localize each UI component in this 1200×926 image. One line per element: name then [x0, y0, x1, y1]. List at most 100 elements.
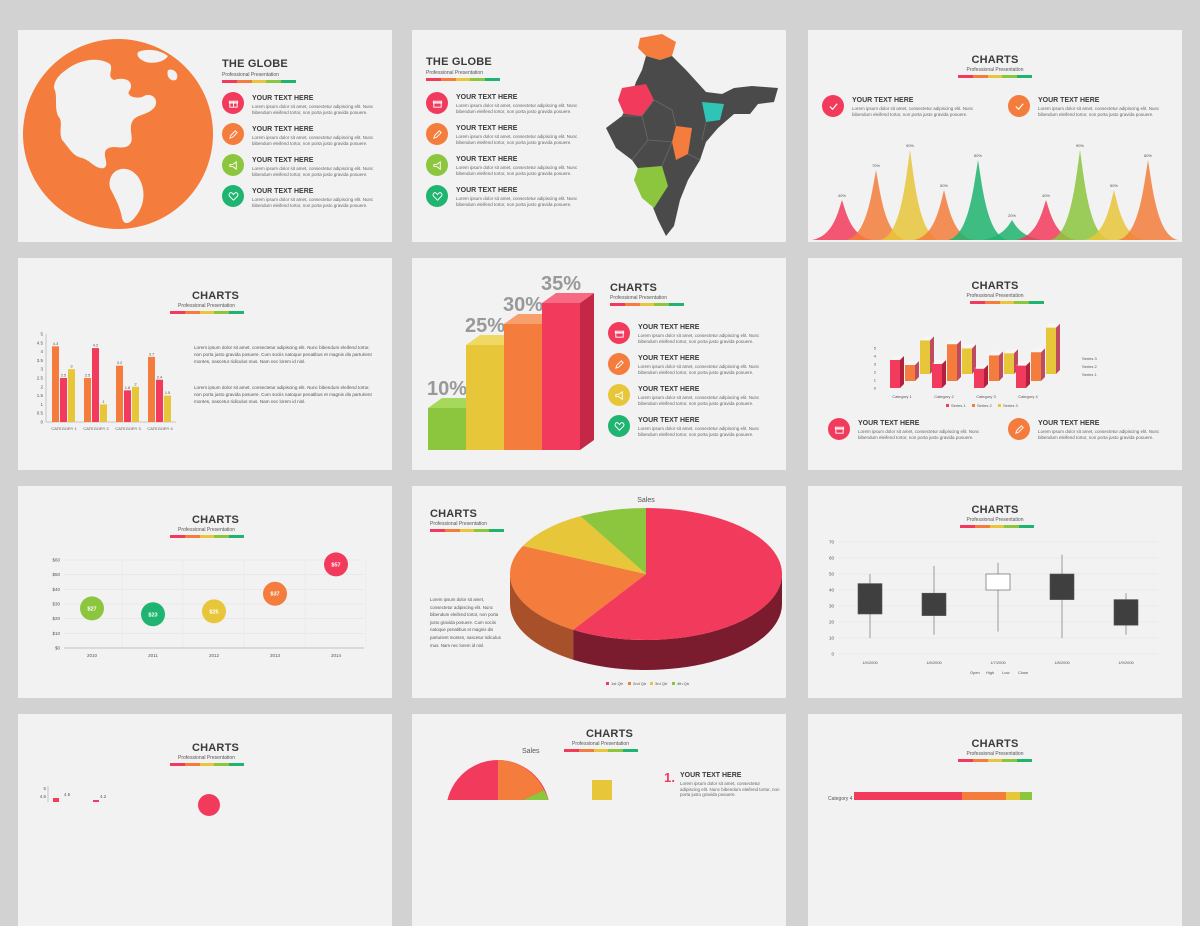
- x-tick: CATEGORY 2: [83, 426, 109, 431]
- step-label: 10%: [427, 378, 467, 400]
- slide-title: CHARTS: [192, 290, 240, 302]
- step-label: 30%: [503, 294, 543, 316]
- legend-swatch: [650, 682, 653, 685]
- megaphone-icon: [426, 154, 448, 176]
- slide-globe-world[interactable]: THE GLOBE Professional Presentation YOUR…: [18, 30, 392, 242]
- pencil-icon: [608, 353, 630, 375]
- candle: [985, 573, 1011, 591]
- color-strip: [426, 78, 500, 81]
- bar-label: 4.5: [64, 792, 71, 797]
- y-tick: 0: [874, 386, 877, 391]
- slide-title: CHARTS: [971, 280, 1019, 292]
- bar-label: 2.5: [85, 373, 91, 378]
- bar-label: 2.4: [157, 374, 163, 379]
- bar-top: [1016, 361, 1030, 366]
- item-title: YOUR TEXT HERE: [858, 420, 920, 427]
- slide-charts-partial-1[interactable]: CHARTS Professional Presentation 5 4.5 4…: [18, 714, 392, 926]
- bar-label: 3.7: [149, 351, 155, 356]
- slide-subtitle: Professional Presentation: [610, 295, 667, 301]
- slide-subtitle: Professional Presentation: [178, 755, 235, 761]
- slide-charts-steps[interactable]: 10% 25% 30% 35% CHARTS Professional Present…: [412, 258, 786, 470]
- peak-label: 20%: [1008, 213, 1016, 218]
- peak-label: 90%: [906, 143, 914, 148]
- gift-icon: [198, 794, 220, 816]
- chart-title: Sales: [522, 748, 540, 755]
- peak: [914, 190, 974, 240]
- check-icon: [822, 95, 844, 117]
- slide-charts-bars[interactable]: CHARTS Professional Presentation 5 4.5 4 3.…: [18, 258, 392, 470]
- bar-side: [1026, 361, 1030, 388]
- slide-subtitle: Professional Presentation: [966, 67, 1024, 73]
- color-strip: [170, 763, 244, 766]
- hbar: [854, 792, 1018, 800]
- slide-charts-bubbles[interactable]: CHARTS Professional Presentation $60 $50 $…: [18, 486, 392, 698]
- y-tick: 40: [829, 588, 835, 593]
- item-title: YOUR TEXT HERE: [456, 125, 518, 132]
- slide-charts-partial-2[interactable]: CHARTS Professional Presentation Sales 1…: [412, 714, 786, 926]
- item-body: Lorem ipsum dolor sit amet, consectetur …: [252, 104, 374, 115]
- step-front: [466, 345, 504, 450]
- pie-wall: [510, 574, 574, 660]
- list-number: 1.: [664, 770, 676, 785]
- peak-label: 70%: [872, 163, 880, 168]
- item-title: YOUR TEXT HERE: [638, 386, 700, 393]
- slide-charts-3d[interactable]: CHARTS Professional Presentation 5 4 3 2 1 0 C…: [808, 258, 1182, 470]
- bar-label: 1.8: [125, 385, 131, 390]
- y-tick: 0: [831, 652, 834, 657]
- bar-top: [1004, 349, 1018, 354]
- bar: [84, 378, 91, 422]
- bar-side: [999, 351, 1003, 381]
- slide-globe-map[interactable]: THE GLOBE Professional Presentation YOUR…: [412, 30, 786, 242]
- bar-label: 4.2: [93, 343, 99, 348]
- peak: [1118, 160, 1178, 240]
- bar: [93, 800, 99, 802]
- item-title: YOUR TEXT HERE: [252, 188, 314, 195]
- item-title: YOUR TEXT HERE: [252, 126, 314, 133]
- item-title: YOUR TEXT HERE: [456, 94, 518, 101]
- peak: [846, 170, 906, 240]
- x-tick: CATEGORY 1: [51, 426, 77, 431]
- slide-subtitle: Professional Presentation: [222, 72, 279, 78]
- slide-charts-peaks[interactable]: CHARTS Professional Presentation YOUR TE…: [808, 30, 1182, 242]
- pencil-icon: [222, 123, 244, 145]
- bar-label: 2: [134, 381, 137, 386]
- bar: [1046, 327, 1056, 374]
- step-bar-chart: 10% 25%30%35%: [427, 273, 594, 450]
- y-tick: 60: [829, 556, 835, 561]
- bar-side: [984, 364, 988, 388]
- x-tick: Category 2: [934, 394, 954, 399]
- slide-charts-partial-3[interactable]: CHARTS Professional Presentation Categor…: [808, 714, 1182, 926]
- slide-subtitle: Professional Presentation: [426, 70, 483, 76]
- y-tick: 0: [40, 420, 43, 425]
- heart-icon: [222, 185, 244, 207]
- world-globe-graphic: [23, 39, 213, 229]
- color-strip: [170, 535, 244, 538]
- legend-swatch: [672, 682, 675, 685]
- item-title: YOUR TEXT HERE: [638, 355, 700, 362]
- color-strip: [970, 301, 1044, 304]
- legend-label: High: [986, 670, 994, 675]
- hbar: [962, 792, 1006, 800]
- heart-icon: [608, 415, 630, 437]
- bar-top: [989, 351, 1003, 356]
- gift-icon: [828, 418, 850, 440]
- body-paragraph: Lorem ipsum dolor sit amet, consectetur …: [430, 597, 501, 648]
- x-tick: 1/7/2000: [990, 660, 1006, 665]
- legend-swatch: [946, 404, 949, 407]
- slide-charts-stock[interactable]: CHARTS Professional Presentation 70 60 50 4…: [808, 486, 1182, 698]
- gift-icon: [222, 92, 244, 114]
- bar: [1016, 365, 1026, 388]
- bar: [962, 348, 972, 374]
- item-body: Lorem ipsum dolor sit amet, consectetur …: [456, 196, 578, 207]
- bar-side: [942, 360, 946, 388]
- candle: [857, 583, 883, 615]
- slide-charts-pie[interactable]: CHARTS Professional Presentation Lorem i…: [412, 486, 786, 698]
- color-strip: [610, 303, 684, 306]
- bar: [947, 344, 957, 381]
- x-tick: Category 3: [976, 394, 996, 399]
- peak-label: 80%: [1144, 153, 1152, 158]
- megaphone-icon: [608, 384, 630, 406]
- x-tick: 2014: [331, 653, 342, 658]
- bar-label: 3.2: [117, 360, 123, 365]
